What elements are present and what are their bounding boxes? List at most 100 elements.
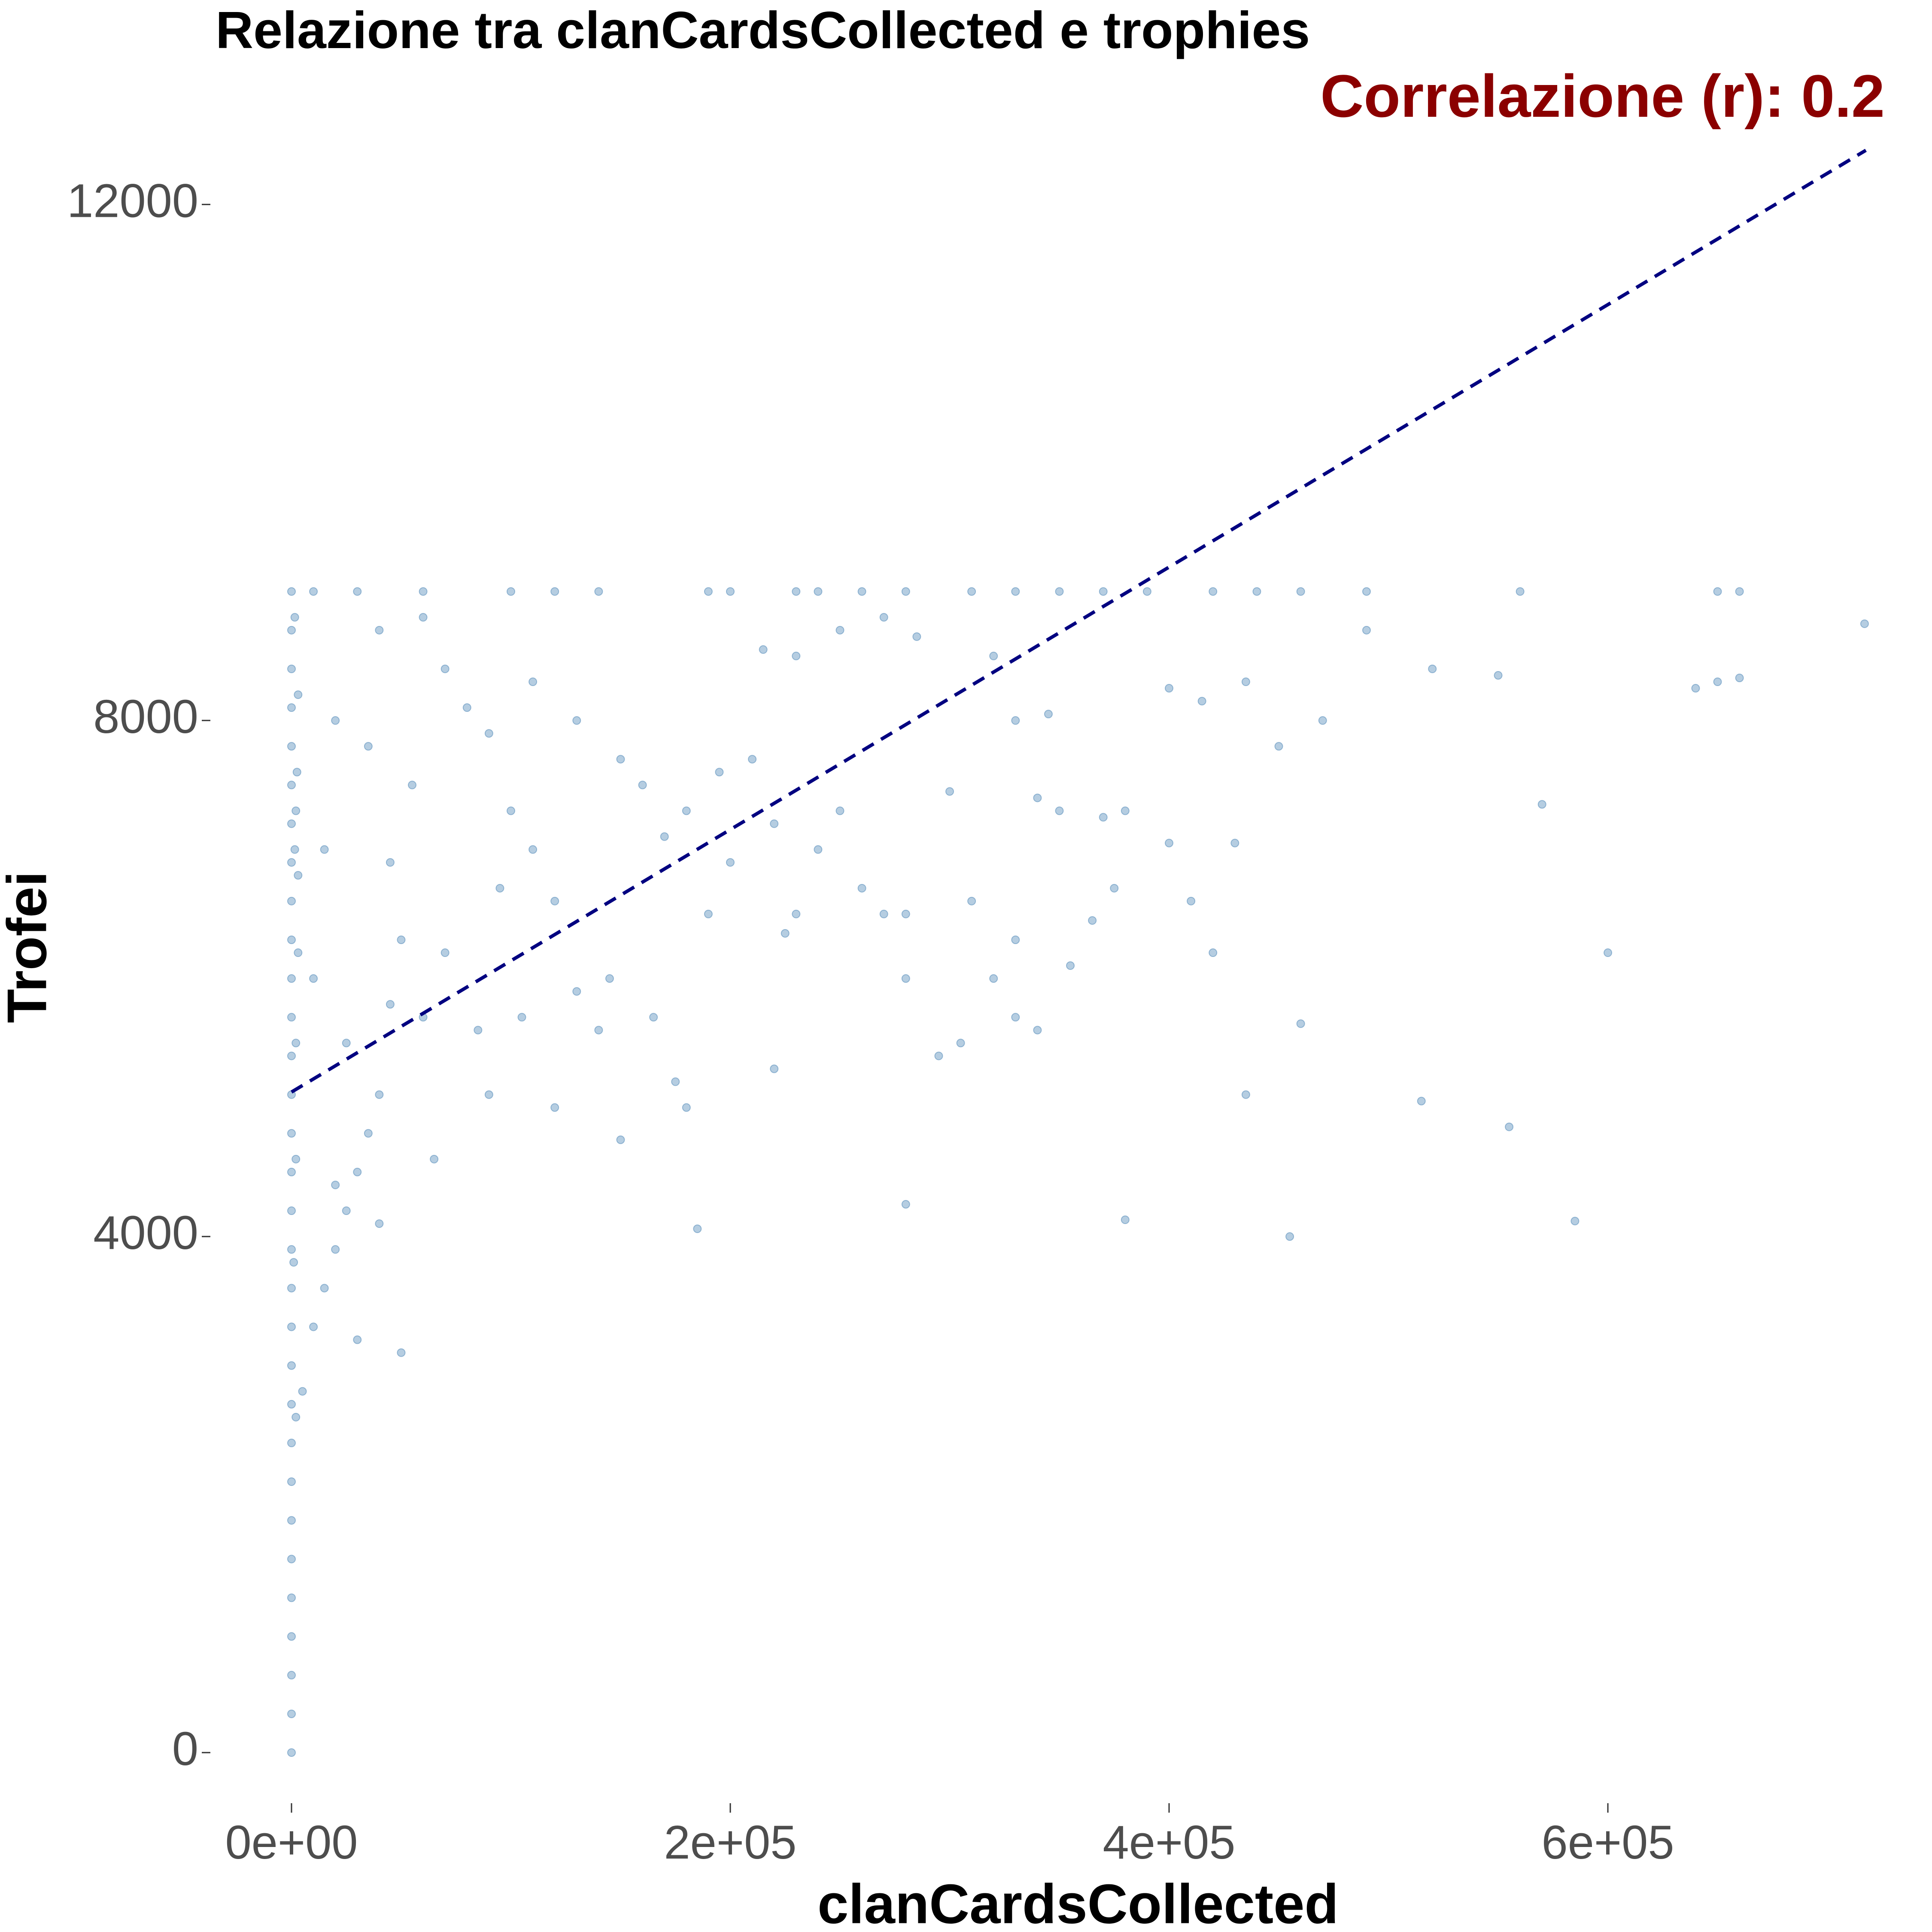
data-point <box>287 1245 296 1254</box>
data-point <box>1537 800 1546 809</box>
data-point <box>901 1200 910 1209</box>
data-point <box>1011 716 1020 725</box>
data-point <box>290 613 299 622</box>
data-point <box>682 806 691 815</box>
data-point <box>287 1516 296 1525</box>
data-point <box>287 1013 296 1022</box>
x-tick-label: 0e+00 <box>225 1816 358 1869</box>
data-point <box>419 587 428 596</box>
data-point <box>287 1632 296 1641</box>
data-point <box>682 1103 691 1112</box>
data-point <box>792 651 801 660</box>
data-point <box>287 587 296 596</box>
data-point <box>1417 1097 1426 1106</box>
data-point <box>1713 677 1722 687</box>
data-point <box>857 587 866 596</box>
data-point <box>1505 1122 1514 1131</box>
data-point <box>474 1026 483 1035</box>
data-point <box>287 626 296 635</box>
data-point <box>715 768 724 777</box>
data-point <box>287 858 296 867</box>
data-point <box>364 1129 373 1138</box>
data-point <box>1165 684 1174 693</box>
data-point <box>287 974 296 983</box>
data-point <box>770 1064 779 1073</box>
data-point <box>1142 587 1151 596</box>
data-point <box>616 1135 625 1144</box>
data-point <box>320 845 329 854</box>
data-point <box>814 845 823 854</box>
data-point <box>1494 671 1503 680</box>
data-point <box>287 1051 296 1060</box>
data-point <box>364 742 373 751</box>
data-point <box>298 1387 307 1396</box>
data-point <box>287 1671 296 1680</box>
data-point <box>287 1555 296 1564</box>
data-point <box>419 613 428 622</box>
data-point <box>1209 587 1218 596</box>
data-point <box>309 587 318 596</box>
data-point <box>309 974 318 983</box>
data-point <box>857 884 866 893</box>
data-point <box>1252 587 1261 596</box>
data-point <box>989 651 998 660</box>
data-point <box>1516 587 1525 596</box>
data-point <box>1735 674 1744 683</box>
data-point <box>1209 948 1218 957</box>
data-point <box>945 787 954 796</box>
data-point <box>1055 806 1064 815</box>
data-point <box>693 1224 702 1233</box>
data-point <box>1230 838 1239 848</box>
data-point <box>506 587 515 596</box>
chart-title: Relazione tra clanCardsCollected e troph… <box>216 1 1310 59</box>
data-point <box>550 587 559 596</box>
data-point <box>901 909 910 918</box>
data-point <box>901 587 910 596</box>
data-point <box>292 806 301 815</box>
data-point <box>638 781 647 790</box>
data-point <box>1099 813 1108 822</box>
data-point <box>287 1284 296 1293</box>
data-point <box>967 896 976 905</box>
y-tick-label: 8000 <box>93 690 198 743</box>
data-point <box>331 1180 340 1189</box>
data-point <box>1296 587 1305 596</box>
data-point <box>781 929 790 938</box>
data-point <box>770 819 779 828</box>
data-point <box>353 1167 362 1176</box>
data-point <box>342 1206 351 1215</box>
data-point <box>901 974 910 983</box>
data-point <box>320 1284 329 1293</box>
data-point <box>353 587 362 596</box>
data-point <box>440 948 450 957</box>
data-point <box>386 858 395 867</box>
data-point <box>287 936 296 945</box>
data-point <box>1033 1026 1042 1035</box>
data-point <box>440 664 450 673</box>
trend-line <box>290 149 1867 1094</box>
data-point <box>294 948 303 957</box>
data-point <box>550 896 559 905</box>
data-point <box>1604 948 1613 957</box>
data-point <box>967 587 976 596</box>
data-point <box>294 690 303 699</box>
data-point <box>1241 677 1250 687</box>
data-point <box>1099 587 1108 596</box>
data-point <box>408 781 417 790</box>
data-point <box>331 1245 340 1254</box>
data-point <box>1296 1019 1305 1028</box>
data-point <box>814 587 823 596</box>
data-point <box>287 1361 296 1370</box>
data-point <box>287 1709 296 1718</box>
data-point <box>529 677 538 687</box>
data-point <box>605 974 614 983</box>
data-point <box>934 1051 943 1060</box>
data-point <box>287 703 296 712</box>
data-point <box>342 1039 351 1048</box>
data-point <box>1318 716 1327 725</box>
data-point <box>495 884 504 893</box>
data-point <box>309 1322 318 1331</box>
data-point <box>397 936 406 945</box>
data-point <box>1362 626 1371 635</box>
